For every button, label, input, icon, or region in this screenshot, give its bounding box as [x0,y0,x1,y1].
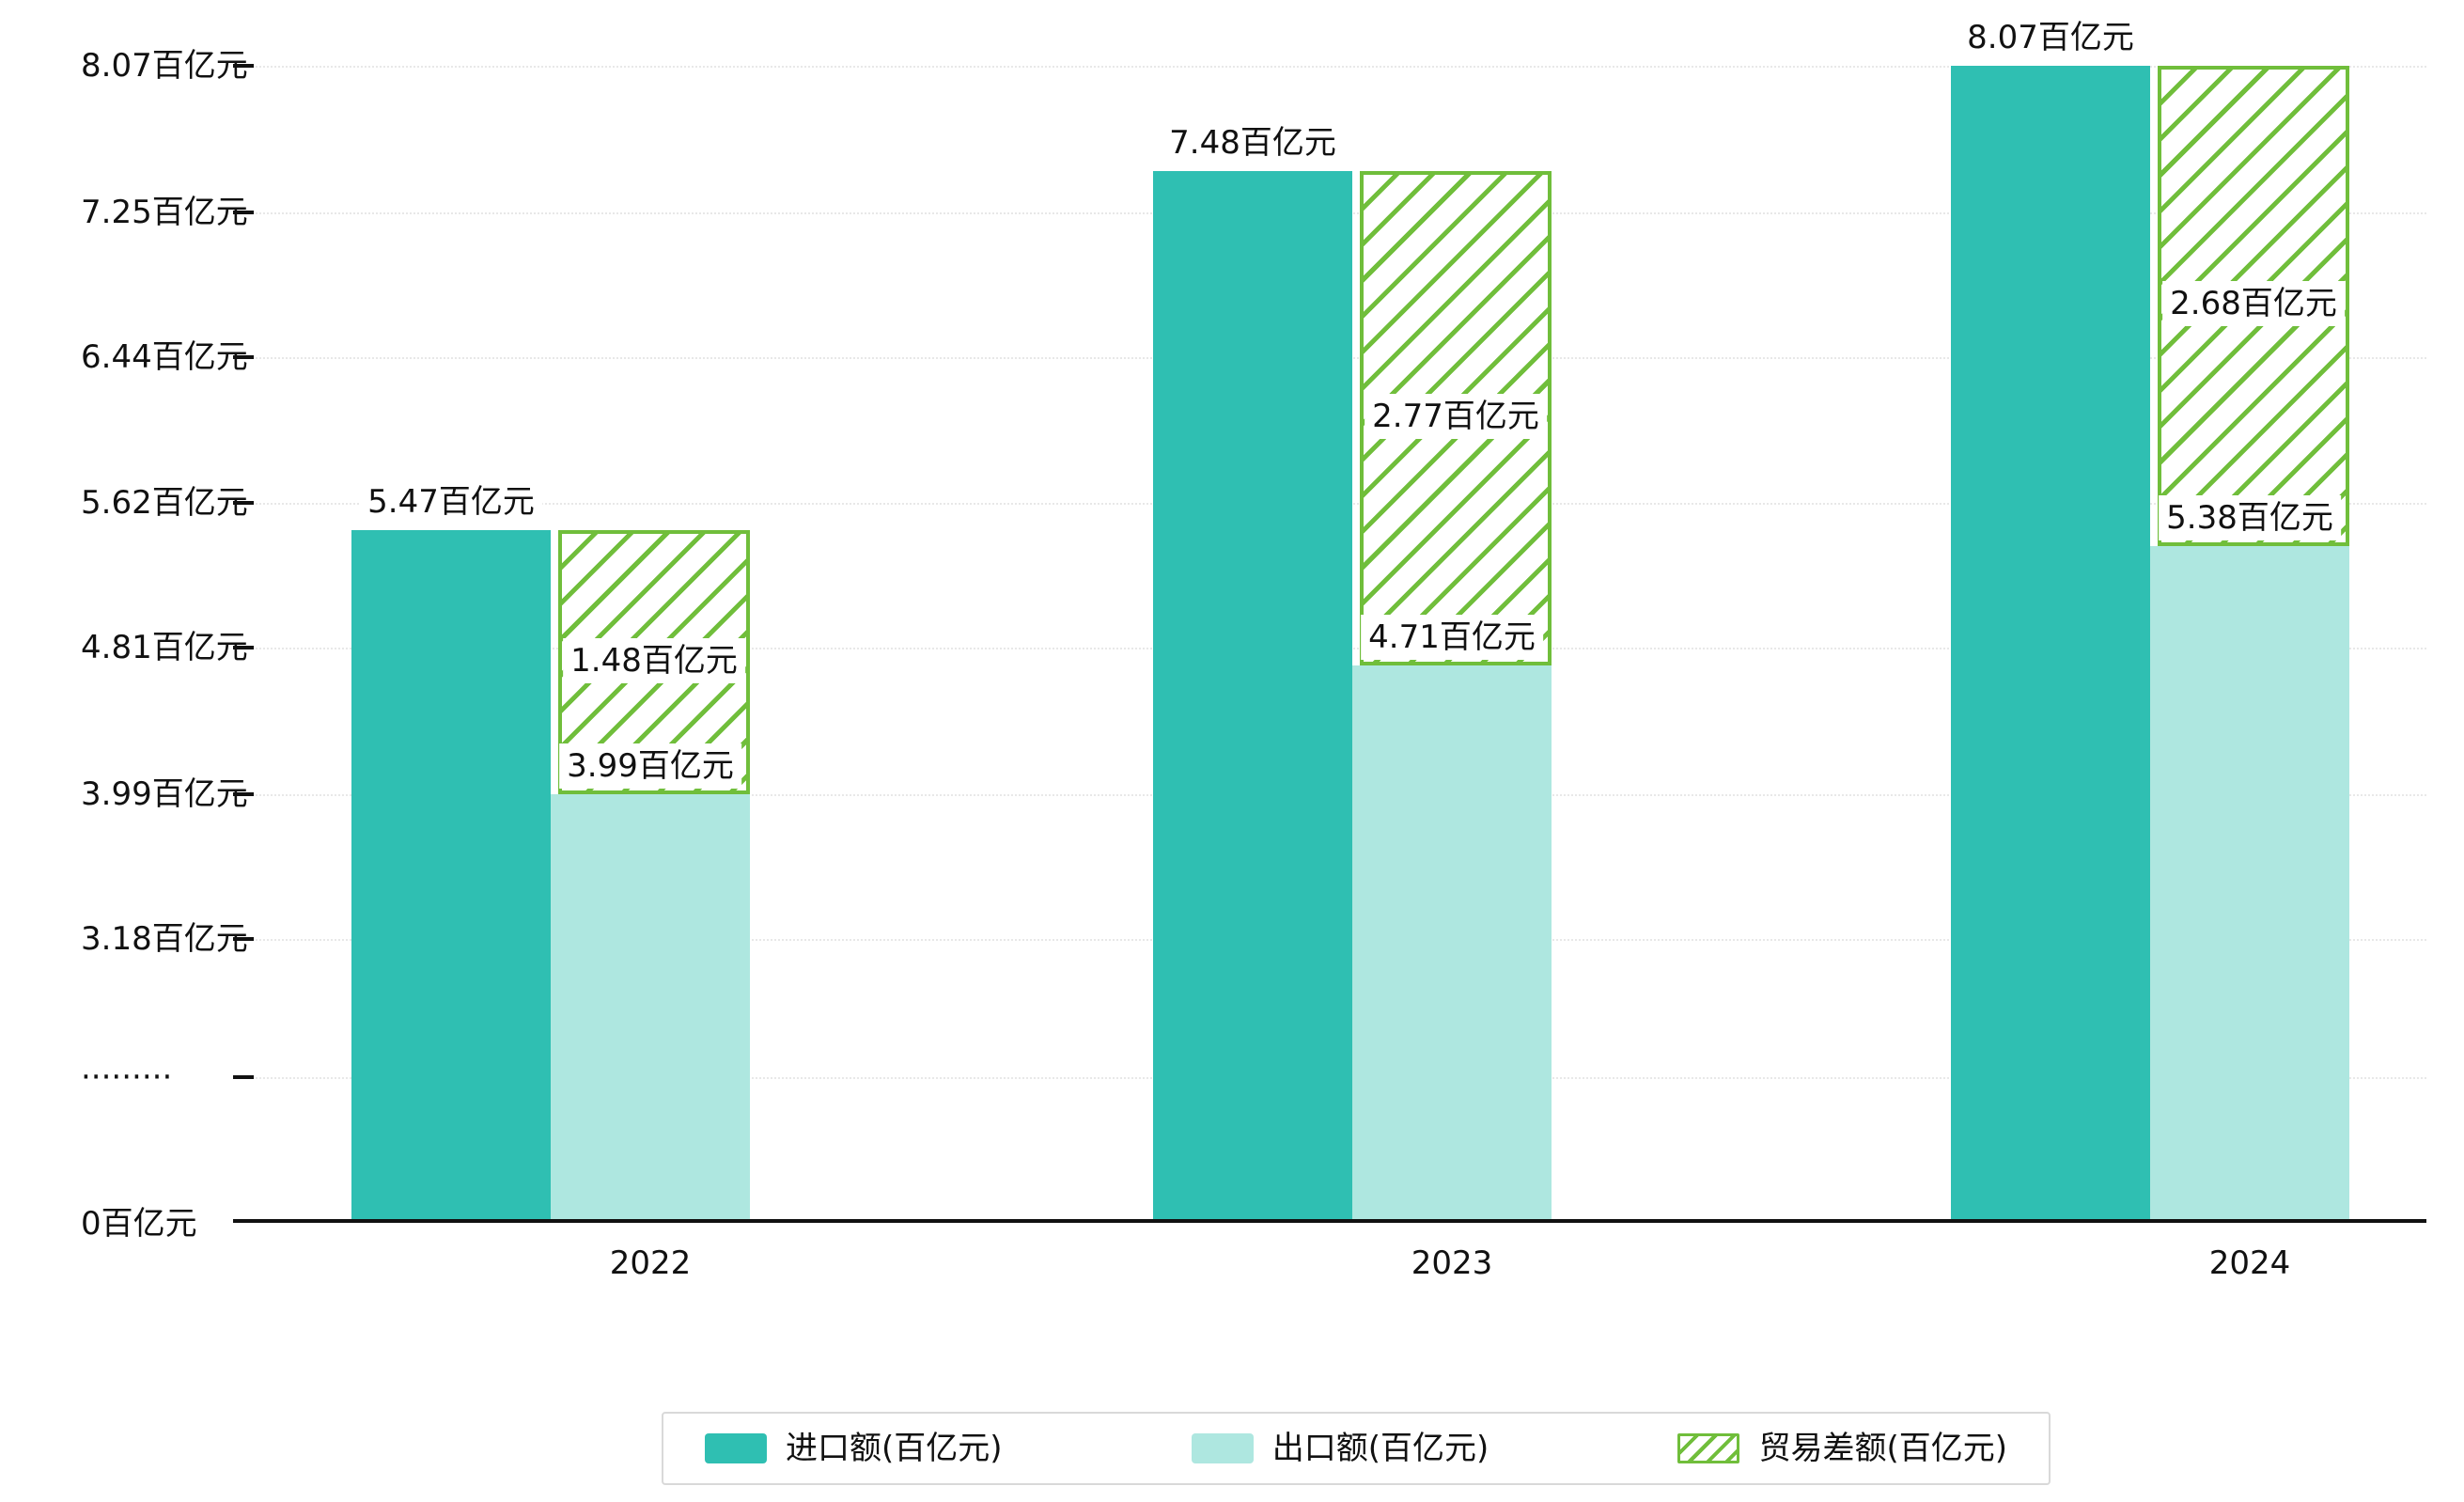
x-axis-line [238,1219,2426,1223]
x-axis-label-2023: 2023 [1411,1244,1493,1282]
y-axis-tick-mark [233,646,254,650]
y-axis-tick-label: 8.07百亿元 [81,46,248,85]
legend: 进口额(百亿元) 出口额(百亿元) 贸易差额(百亿元) [662,1412,2051,1485]
y-axis-tick-mark [233,937,254,941]
x-axis-label-2024: 2024 [2208,1244,2291,1282]
export-value-label: 3.99百亿元 [559,743,741,790]
legend-item-trade-gap: 贸易差额(百亿元) [1677,1428,2007,1469]
y-axis-tick-label: 6.44百亿元 [81,337,248,376]
export-bar [2150,546,2349,1221]
legend-label-export: 出口额(百亿元) [1271,1430,1489,1467]
trade-gap-value-label: 2.68百亿元 [2162,281,2345,327]
x-axis-label-2022: 2022 [609,1244,692,1282]
export-swatch-icon [1191,1433,1254,1463]
trade-gap-swatch-icon [1677,1433,1740,1463]
import-bar [1951,65,2150,1221]
export-bar [1352,665,1552,1221]
y-axis-tick-mark [233,792,254,797]
y-axis-tick-label: 3.18百亿元 [81,920,248,958]
y-axis-tick-mark [233,501,254,506]
y-axis-tick-mark [233,210,254,214]
legend-item-import: 进口额(百亿元) [705,1428,1003,1469]
legend-label-trade-gap: 贸易差额(百亿元) [1758,1430,2007,1467]
legend-label-import: 进口额(百亿元) [786,1430,1003,1467]
y-axis-tick-label: 5.62百亿元 [81,484,248,523]
legend-item-export: 出口额(百亿元) [1191,1428,1489,1469]
import-value-label: 7.48百亿元 [1162,120,1344,165]
export-value-label: 5.38百亿元 [2159,495,2341,540]
y-axis-tick-mark [233,1075,254,1079]
y-axis-tick-label: 3.99百亿元 [81,775,248,814]
gridline [238,65,2426,68]
import-value-label: 8.07百亿元 [1959,14,2142,60]
import-swatch-icon [705,1433,767,1463]
export-bar [551,794,750,1221]
export-value-label: 4.71百亿元 [1361,615,1543,661]
trade-gap-value-label: 2.77百亿元 [1365,394,1547,440]
y-axis-tick-mark [233,63,254,68]
y-axis-tick-label: 4.81百亿元 [81,629,248,667]
y-axis-tick-label: 7.25百亿元 [81,193,248,231]
y-axis-break-label: ········· [81,1058,173,1096]
trade-gap-value-label: 1.48百亿元 [563,637,745,683]
import-bar [351,529,551,1221]
y-axis-tick-label: 0百亿元 [81,1205,197,1243]
import-value-label: 5.47百亿元 [360,478,542,524]
y-axis-tick-mark [233,354,254,359]
import-bar [1153,171,1352,1221]
